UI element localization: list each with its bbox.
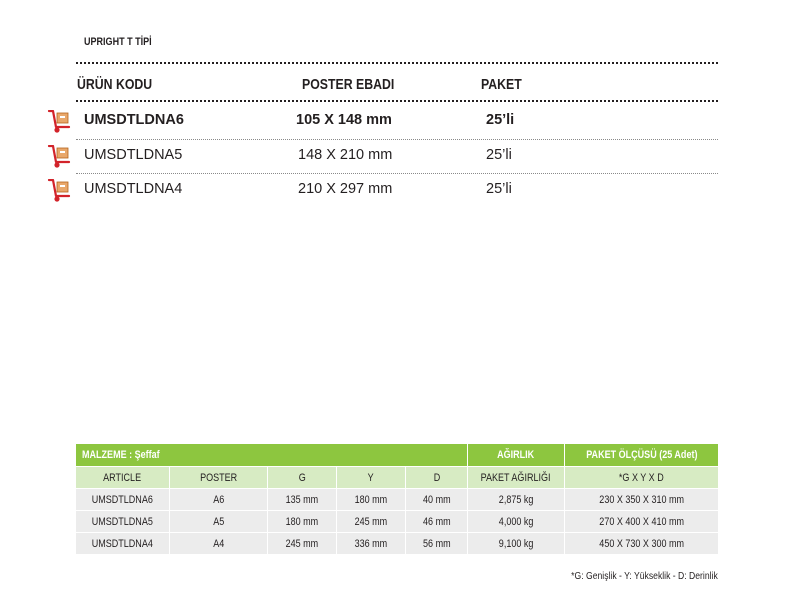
cell-text: 270 X 400 X 410 mm: [599, 515, 684, 528]
cell-text: 180 mm: [354, 493, 388, 506]
product-pack: 25’li: [486, 181, 512, 197]
pack-size-header: PAKET ÖLÇÜSÜ (25 Adet): [564, 443, 720, 467]
column-header: ARTICLE: [75, 466, 170, 489]
product-code: UMSDTLDNA5: [84, 147, 183, 163]
cell-text: UMSDTLDNA5: [91, 515, 154, 528]
cell-text: 9,100 kg: [498, 537, 534, 550]
cell-text: UMSDTLDNA6: [91, 493, 154, 506]
spec-column-header-row: ARTICLE POSTER G Y D PAKET AĞIRLIĞI *G X…: [75, 466, 720, 489]
product-row: UMSDTLDNA6 105 X 148 mm 25’li: [0, 110, 800, 134]
footnote: *G: Genişlik - Y: Yükseklik - D: Derinli…: [571, 570, 718, 582]
cell-text: A4: [212, 537, 225, 550]
table-cell: UMSDTLDNA6: [75, 488, 170, 511]
cell-text: 56 mm: [422, 537, 451, 550]
cell-text: 40 mm: [422, 493, 451, 506]
header-pack: PAKET: [481, 76, 522, 93]
table-cell: 180 mm: [336, 488, 406, 511]
table-cell: 9,100 kg: [467, 532, 566, 555]
cell-text: 336 mm: [354, 537, 388, 550]
cell-text: 180 mm: [285, 515, 319, 528]
table-cell: 4,000 kg: [467, 510, 566, 533]
product-row: UMSDTLDNA5 148 X 210 mm 25’li: [0, 145, 800, 169]
table-cell: 2,875 kg: [467, 488, 566, 511]
spec-group-header-row: MALZEME : Şeffaf AĞIRLIK PAKET ÖLÇÜSÜ (2…: [74, 443, 720, 467]
cell-text: 4,000 kg: [498, 515, 534, 528]
column-header-label: ARTICLE: [103, 471, 142, 484]
product-row: UMSDTLDNA4 210 X 297 mm 25’li: [0, 179, 800, 203]
table-cell: UMSDTLDNA4: [75, 532, 170, 555]
cell-text: A6: [212, 493, 225, 506]
table-cell: A6: [169, 488, 268, 511]
column-header-label: POSTER: [199, 471, 238, 484]
weight-header: AĞIRLIK: [467, 443, 566, 467]
product-poster-size: 148 X 210 mm: [298, 147, 393, 163]
table-cell: 245 mm: [267, 532, 337, 555]
cell-text: UMSDTLDNA4: [91, 537, 154, 550]
cell-text: 245 mm: [285, 537, 319, 550]
column-header-label: Y: [367, 471, 375, 484]
product-code: UMSDTLDNA4: [84, 181, 183, 197]
column-header: D: [404, 466, 469, 489]
row-divider: [76, 139, 718, 140]
column-header-label: D: [433, 471, 440, 484]
product-pack: 25’li: [486, 147, 512, 163]
column-header: PAKET AĞIRLIĞI: [467, 466, 566, 489]
header-poster: POSTER EBADI: [302, 76, 395, 93]
column-header-label: G: [298, 471, 306, 484]
column-header: *G X Y X D: [564, 466, 720, 489]
cell-text: 135 mm: [285, 493, 319, 506]
table-cell: A5: [169, 510, 268, 533]
table-cell: 270 X 400 X 410 mm: [564, 510, 720, 533]
table-cell: 40 mm: [404, 488, 469, 511]
table-cell: 245 mm: [336, 510, 406, 533]
material-header-label: MALZEME : Şeffaf: [82, 449, 160, 461]
cell-text: 2,875 kg: [498, 493, 534, 506]
divider-top: [76, 62, 718, 64]
row-divider: [76, 173, 718, 174]
table-cell: 230 X 350 X 310 mm: [564, 488, 720, 511]
column-header-label: PAKET AĞIRLIĞI: [481, 471, 551, 484]
cell-text: A5: [212, 515, 225, 528]
table-row: UMSDTLDNA5 A5 180 mm 245 mm 46 mm 4,000 …: [75, 510, 720, 533]
product-poster-size: 210 X 297 mm: [298, 181, 393, 197]
product-pack: 25’li: [486, 112, 515, 128]
column-header: Y: [336, 466, 406, 489]
header-code: ÜRÜN KODU: [77, 76, 153, 93]
hand-truck-icon: [47, 145, 71, 168]
hand-truck-icon: [47, 179, 71, 202]
table-cell: 180 mm: [267, 510, 337, 533]
product-poster-size: 105 X 148 mm: [296, 112, 392, 128]
table-cell: 56 mm: [404, 532, 469, 555]
section-title: UPRIGHT T TİPİ: [84, 36, 152, 48]
table-cell: 135 mm: [267, 488, 337, 511]
pack-size-header-label: PAKET ÖLÇÜSÜ (25 Adet): [585, 449, 698, 461]
cell-text: 46 mm: [422, 515, 451, 528]
weight-header-label: AĞIRLIK: [497, 449, 535, 461]
cell-text: 450 X 730 X 300 mm: [599, 537, 684, 550]
table-cell: 46 mm: [404, 510, 469, 533]
table-cell: 450 X 730 X 300 mm: [564, 532, 720, 555]
table-row: UMSDTLDNA4 A4 245 mm 336 mm 56 mm 9,100 …: [75, 532, 720, 555]
hand-truck-icon: [47, 110, 71, 133]
table-row: UMSDTLDNA6 A6 135 mm 180 mm 40 mm 2,875 …: [75, 488, 720, 511]
material-header: MALZEME : Şeffaf: [74, 443, 469, 467]
table-cell: A4: [169, 532, 268, 555]
column-header: POSTER: [169, 466, 268, 489]
table-cell: UMSDTLDNA5: [75, 510, 170, 533]
divider-header: [76, 100, 718, 102]
product-code: UMSDTLDNA6: [84, 112, 184, 128]
spec-table: MALZEME : Şeffaf AĞIRLIK PAKET ÖLÇÜSÜ (2…: [74, 443, 720, 555]
cell-text: 245 mm: [354, 515, 388, 528]
table-cell: 336 mm: [336, 532, 406, 555]
cell-text: 230 X 350 X 310 mm: [599, 493, 684, 506]
column-header: G: [267, 466, 337, 489]
column-header-label: *G X Y X D: [619, 471, 664, 484]
